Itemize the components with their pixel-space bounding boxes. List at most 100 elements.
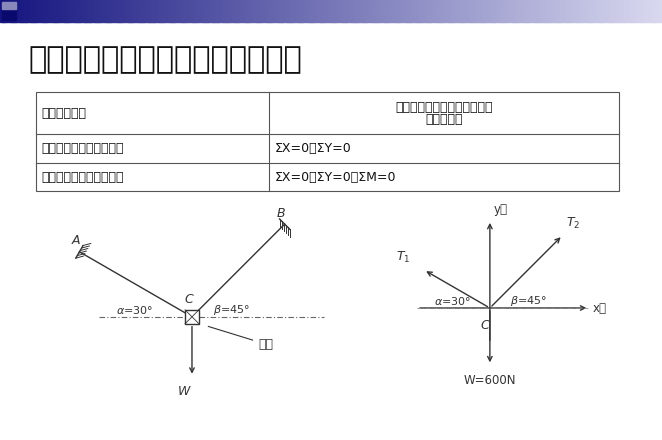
- Bar: [634, 0, 636, 22]
- Bar: [324, 0, 327, 22]
- Bar: [611, 0, 614, 22]
- Bar: [567, 0, 570, 22]
- Bar: [452, 0, 455, 22]
- Bar: [179, 0, 181, 22]
- Bar: [424, 0, 426, 22]
- Bar: [223, 0, 226, 22]
- Bar: [276, 0, 279, 22]
- Text: $\beta$=45°: $\beta$=45°: [213, 303, 250, 317]
- Bar: [492, 0, 495, 22]
- Bar: [234, 0, 237, 22]
- Bar: [166, 0, 168, 22]
- Bar: [322, 0, 325, 22]
- Bar: [463, 0, 466, 22]
- Bar: [164, 0, 166, 22]
- Bar: [346, 0, 350, 22]
- Bar: [26, 0, 29, 22]
- Bar: [349, 0, 352, 22]
- Bar: [523, 0, 526, 22]
- Bar: [638, 0, 641, 22]
- Bar: [543, 0, 545, 22]
- Text: $T_1$: $T_1$: [396, 250, 410, 265]
- Bar: [250, 0, 252, 22]
- Bar: [415, 0, 418, 22]
- Bar: [181, 0, 184, 22]
- Bar: [353, 0, 356, 22]
- Bar: [20, 0, 23, 22]
- Bar: [148, 0, 151, 22]
- Bar: [594, 0, 596, 22]
- Bar: [340, 0, 343, 22]
- Bar: [574, 0, 577, 22]
- Bar: [538, 0, 542, 22]
- Bar: [216, 0, 219, 22]
- Bar: [448, 0, 451, 22]
- Bar: [230, 0, 232, 22]
- Bar: [406, 0, 409, 22]
- Bar: [172, 0, 175, 22]
- Bar: [422, 0, 424, 22]
- Bar: [518, 0, 522, 22]
- Bar: [240, 0, 244, 22]
- Bar: [336, 0, 338, 22]
- Bar: [607, 0, 610, 22]
- Bar: [218, 0, 221, 22]
- Bar: [402, 0, 404, 22]
- Bar: [432, 0, 436, 22]
- Bar: [512, 0, 515, 22]
- Bar: [113, 0, 115, 22]
- Bar: [93, 0, 95, 22]
- Bar: [536, 0, 539, 22]
- Bar: [111, 0, 113, 22]
- Bar: [201, 0, 204, 22]
- Bar: [157, 0, 160, 22]
- Bar: [600, 0, 603, 22]
- Bar: [7, 0, 9, 22]
- Bar: [366, 0, 369, 22]
- Bar: [342, 0, 345, 22]
- Bar: [51, 0, 54, 22]
- Text: 二力平衡条件: 二力平衡条件: [42, 107, 87, 120]
- Bar: [64, 0, 67, 22]
- Bar: [475, 0, 477, 22]
- Bar: [653, 0, 656, 22]
- Bar: [88, 0, 91, 22]
- Bar: [79, 0, 82, 22]
- Bar: [318, 0, 320, 22]
- Bar: [373, 0, 376, 22]
- Bar: [260, 0, 263, 22]
- Bar: [369, 0, 371, 22]
- Bar: [210, 0, 213, 22]
- Bar: [309, 0, 312, 22]
- Bar: [331, 0, 334, 22]
- Bar: [382, 0, 385, 22]
- Bar: [316, 0, 318, 22]
- Bar: [44, 0, 47, 22]
- Bar: [602, 0, 605, 22]
- Bar: [585, 0, 588, 22]
- Bar: [2, 2, 16, 9]
- Bar: [551, 0, 555, 22]
- Bar: [31, 0, 34, 22]
- Bar: [99, 0, 102, 22]
- Bar: [505, 0, 508, 22]
- Bar: [375, 0, 378, 22]
- Bar: [351, 0, 354, 22]
- Bar: [269, 0, 272, 22]
- Text: ΣX=0，ΣY=0，ΣM=0: ΣX=0，ΣY=0，ΣM=0: [275, 171, 396, 183]
- Text: y轴: y轴: [493, 202, 507, 216]
- Bar: [307, 0, 310, 22]
- Bar: [426, 0, 429, 22]
- Bar: [267, 0, 270, 22]
- Bar: [194, 0, 197, 22]
- Bar: [252, 0, 254, 22]
- Bar: [13, 0, 16, 22]
- Bar: [496, 0, 499, 22]
- Bar: [624, 0, 628, 22]
- Bar: [399, 0, 402, 22]
- Text: ΣX=0，ΣY=0: ΣX=0，ΣY=0: [275, 142, 351, 155]
- Bar: [528, 0, 530, 22]
- Bar: [81, 0, 85, 22]
- Bar: [214, 0, 217, 22]
- Bar: [22, 0, 25, 22]
